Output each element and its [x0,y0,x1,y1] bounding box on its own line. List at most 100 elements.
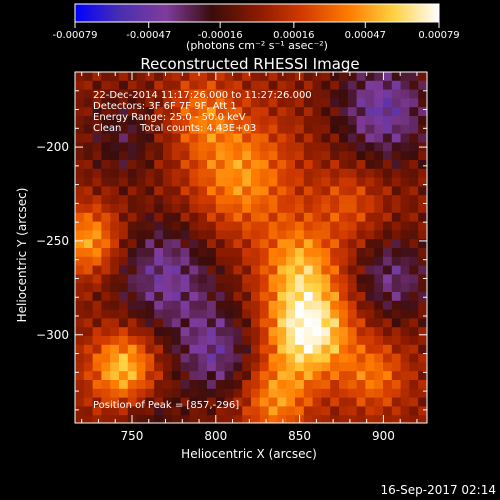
heatmap-cell [356,239,366,249]
heatmap-cell [83,72,93,82]
heatmap-cell [391,124,401,134]
heatmap-cell [145,265,155,275]
heatmap-cell [119,362,129,372]
heatmap-cell [339,362,349,372]
heatmap-cell [154,406,164,416]
heatmap-cell [136,256,146,266]
heatmap-cell [119,388,129,398]
heatmap-cell [365,124,375,134]
heatmap-cell [163,133,173,143]
heatmap-cell [154,239,164,249]
heatmap-cell [83,177,93,187]
heatmap-cell [374,309,384,319]
heatmap-cell [110,239,120,249]
heatmap-cell [198,371,208,381]
heatmap-cell [286,336,296,346]
heatmap-cell [321,371,331,381]
heatmap-cell [277,362,287,372]
heatmap-cell [365,151,375,161]
heatmap-cell [180,168,190,178]
footer-timestamp: 16-Sep-2017 02:14 [381,483,496,497]
heatmap-cell [356,204,366,214]
heatmap-cell [251,186,261,196]
heatmap-cell [224,318,234,328]
heatmap-cell [136,107,146,117]
heatmap-cell [180,195,190,205]
heatmap-cell [110,380,120,390]
heatmap-cell [259,89,269,99]
heatmap-cell [145,292,155,302]
heatmap-cell [356,336,366,346]
heatmap-cell [418,177,428,187]
heatmap-cell [127,256,137,266]
heatmap-cell [83,283,93,293]
heatmap-cell [286,327,296,337]
heatmap-cell [92,239,102,249]
heatmap-cell [171,265,181,275]
heatmap-cell [383,283,393,293]
heatmap-cell [312,415,322,424]
heatmap-cell [391,256,401,266]
heatmap-cell [163,292,173,302]
heatmap-cell [251,344,261,354]
heatmap-cell [268,124,278,134]
heatmap-cell [136,239,146,249]
heatmap-cell [391,388,401,398]
heatmap-cell [207,212,217,222]
heatmap-cell [119,98,129,108]
heatmap-cell [347,406,357,416]
heatmap-cell [171,124,181,134]
heatmap-cell [215,265,225,275]
heatmap-cell [171,318,181,328]
heatmap-cell [83,388,93,398]
heatmap-cell [400,353,410,363]
heatmap-cell [391,177,401,187]
heatmap-cell [92,195,102,205]
heatmap-cell [391,371,401,381]
heatmap-cell [268,371,278,381]
heatmap-cell [163,309,173,319]
heatmap-cell [303,230,313,240]
heatmap-cell [83,124,93,134]
heatmap-cell [374,168,384,178]
heatmap-cell [418,265,428,275]
heatmap-cell [145,415,155,424]
heatmap-cell [154,300,164,310]
heatmap-cell [259,116,269,126]
heatmap-cell [251,292,261,302]
heatmap-cell [224,274,234,284]
heatmap-cell [101,239,111,249]
heatmap-cell [119,380,129,390]
heatmap-cell [215,380,225,390]
heatmap-cell [242,388,252,398]
heatmap-cell [119,397,129,407]
heatmap-cell [295,353,305,363]
heatmap-cell [268,142,278,152]
heatmap-cell [277,177,287,187]
heatmap-cell [312,274,322,284]
heatmap-cell [154,72,164,82]
heatmap-cell [215,239,225,249]
heatmap-cell [400,98,410,108]
heatmap-cell [277,248,287,258]
heatmap-cell [347,292,357,302]
heatmap-cell [277,318,287,328]
heatmap-cell [101,415,111,424]
heatmap-cell [224,72,234,82]
heatmap-cell [251,265,261,275]
heatmap-cell [145,353,155,363]
heatmap-cell [207,177,217,187]
heatmap-cell [224,415,234,424]
heatmap-cell [180,256,190,266]
heatmap-cell [171,309,181,319]
heatmap-cell [391,107,401,117]
heatmap-cell [400,318,410,328]
heatmap-cell [145,300,155,310]
heatmap-cell [189,168,199,178]
heatmap-cell [400,327,410,337]
heatmap-cell [418,292,428,302]
heatmap-cell [154,98,164,108]
heatmap-cell [83,336,93,346]
heatmap-cell [409,256,419,266]
